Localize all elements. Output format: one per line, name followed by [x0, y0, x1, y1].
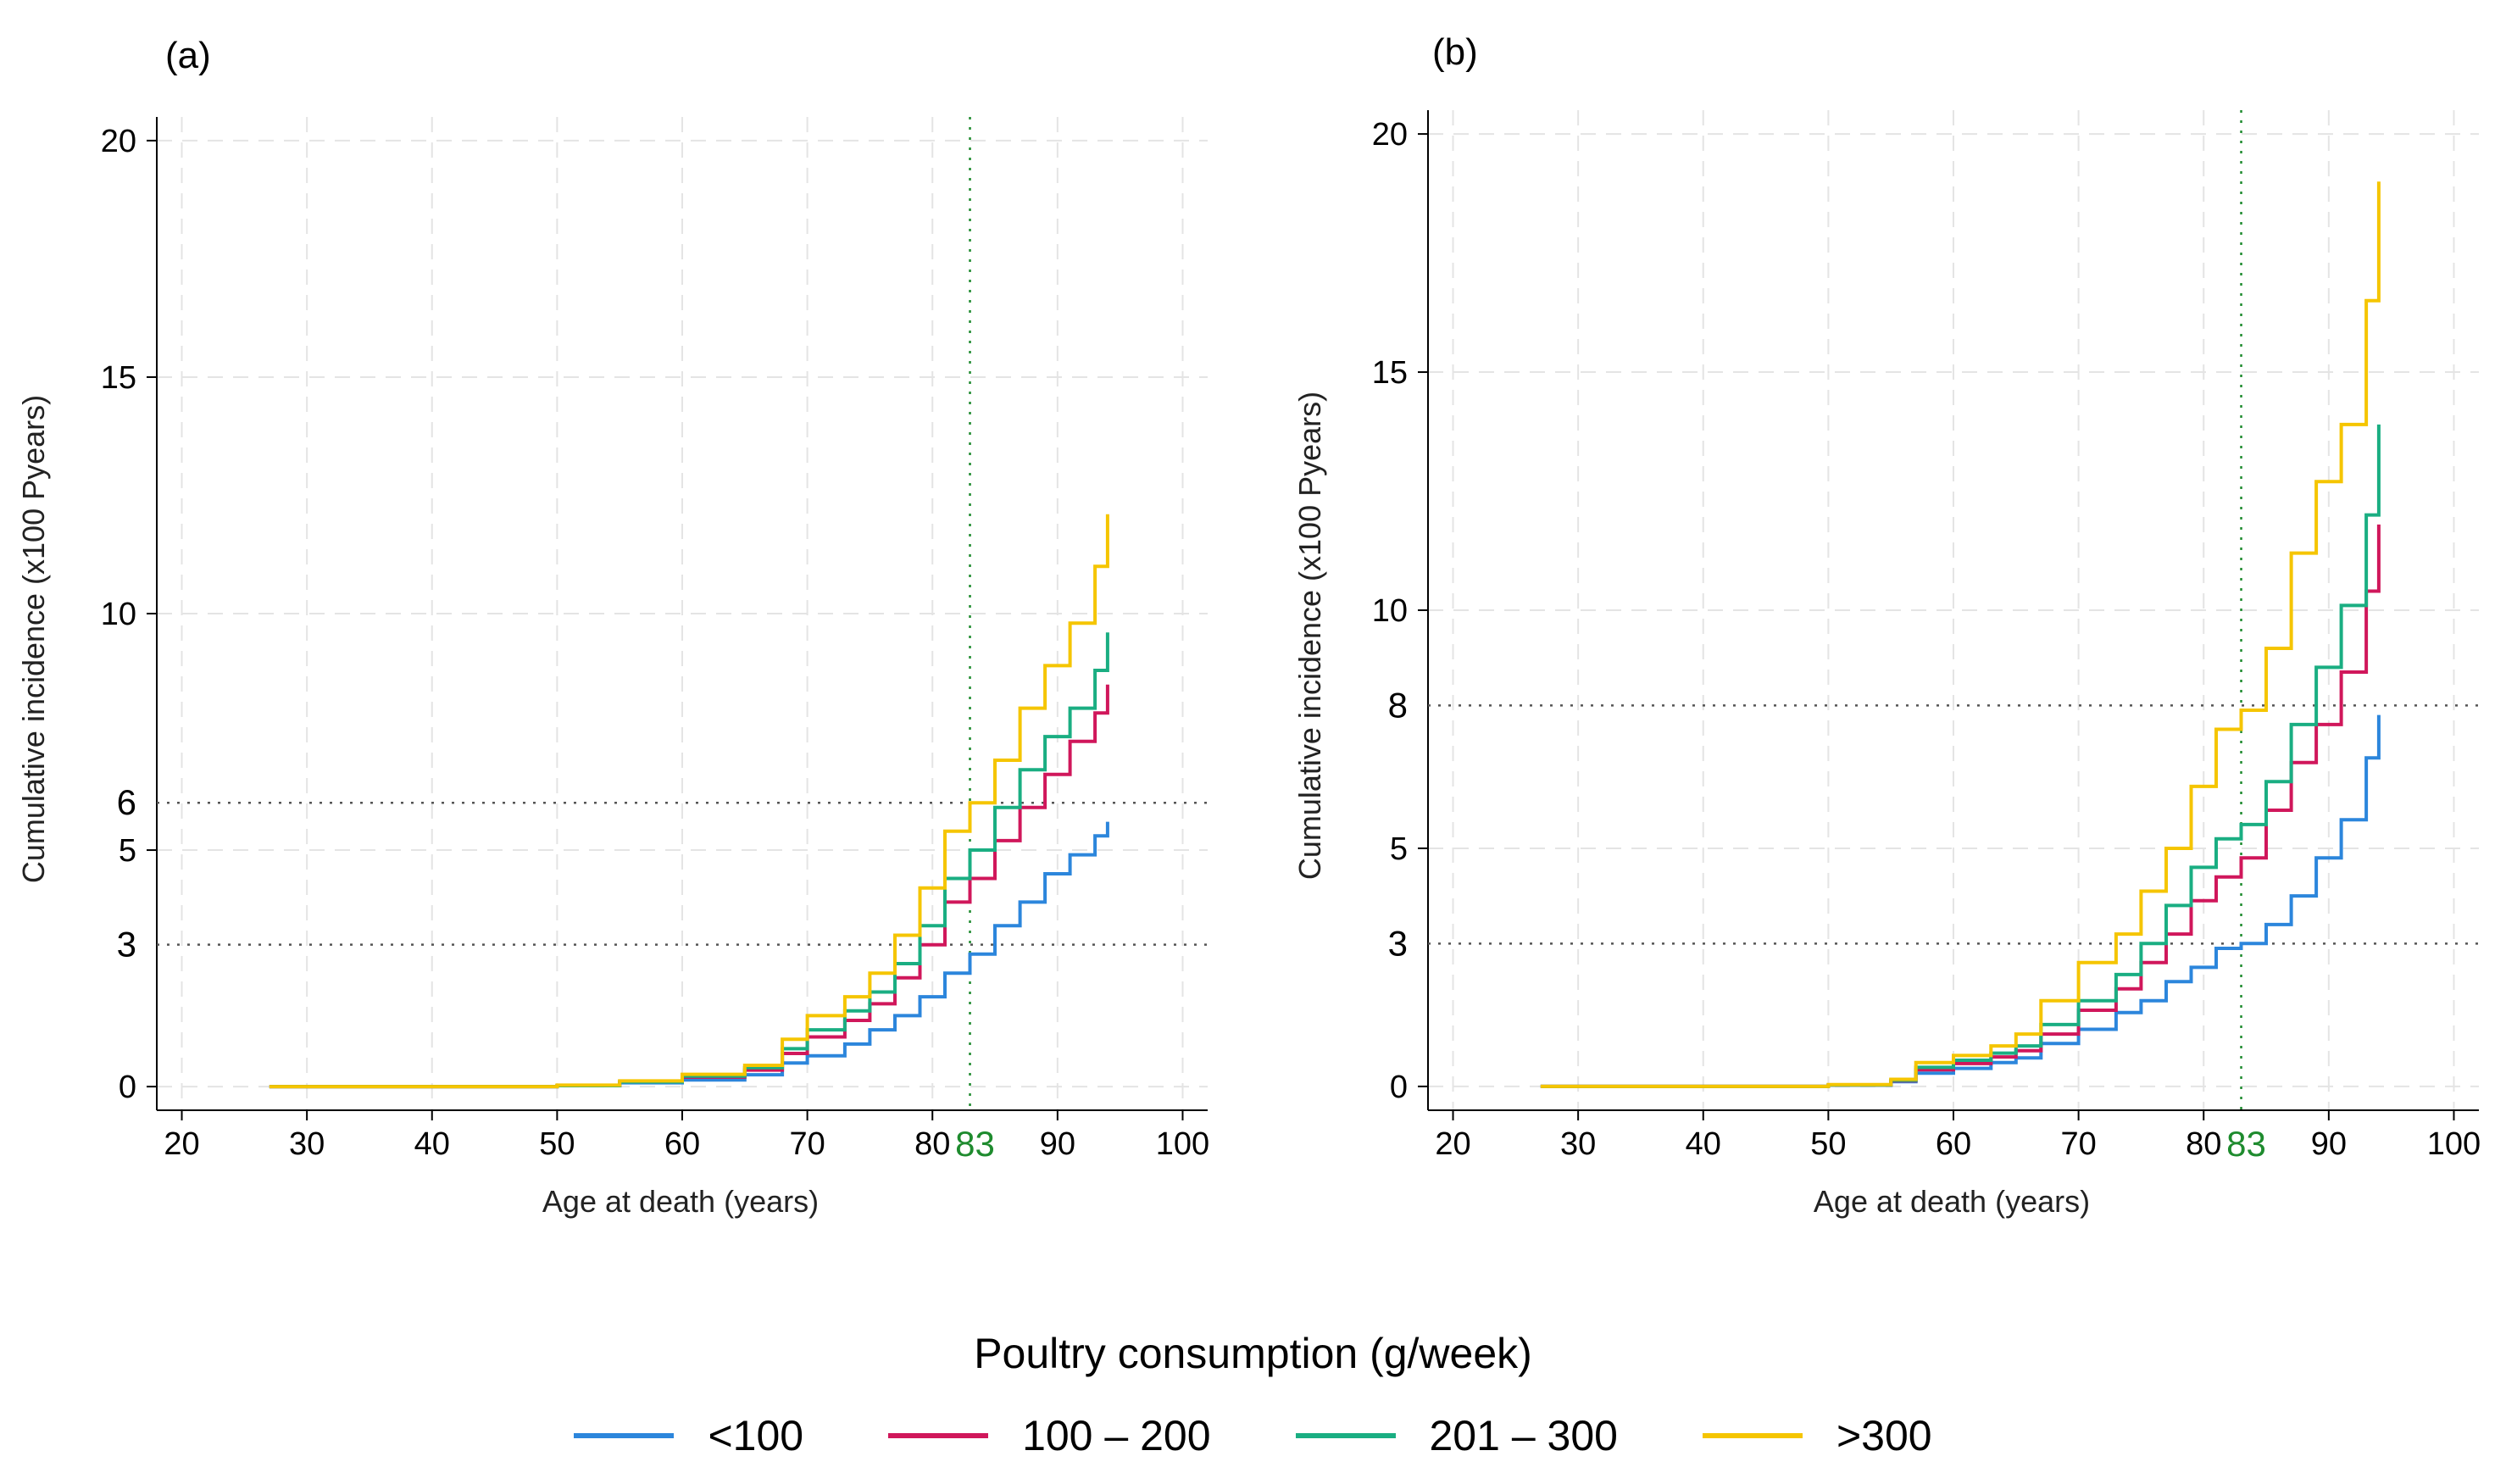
x-tick-label: 30 [289, 1126, 325, 1162]
series-line-a-gt300 [269, 514, 1109, 1089]
chart-panel-b: 20 30 40 50 60 70 80 90 100 0 5 10 15 20 3 8 83 (b) Age at… [1292, 31, 2481, 1219]
y-tick-label: 15 [101, 360, 136, 396]
series-line-b-gt300 [1540, 181, 2381, 1088]
x-tick-label: 70 [2060, 1126, 2096, 1162]
reference-label-x-83: 83 [955, 1124, 995, 1164]
legend-entry-lt100: <100 [574, 1411, 803, 1460]
x-tick-label: 50 [539, 1126, 575, 1162]
y-tick-label: 0 [119, 1070, 136, 1105]
x-tick-label: 30 [1560, 1126, 1596, 1162]
y-tick-label: 5 [1390, 831, 1408, 867]
y-tick-label: 15 [1372, 355, 1408, 391]
x-tick-label: 20 [1435, 1126, 1470, 1162]
x-axis-title-b: Age at death (years) [1814, 1184, 2090, 1219]
series-line-b-lt100 [1540, 714, 2381, 1088]
legend-entry-100-200: 100 – 200 [888, 1411, 1211, 1460]
chart-panel-a: 20 30 40 50 60 70 80 90 100 0 5 10 15 20 3 6 83 (a) Age at… [16, 35, 1209, 1219]
series-line-a-201-300 [269, 632, 1109, 1089]
y-tick-label: 10 [101, 597, 136, 632]
y-tick-label: 5 [119, 833, 136, 869]
legend-swatch-lt100 [574, 1433, 675, 1438]
series-line-a-lt100 [269, 821, 1109, 1089]
y-axis-title-b: Cumulative incidence (x100 Pyears) [1292, 392, 1327, 880]
x-tick-label: 70 [789, 1126, 825, 1162]
legend-swatch-gt300 [1702, 1433, 1803, 1438]
y-tick-label: 20 [1372, 117, 1408, 153]
series-line-b-201-300 [1540, 424, 2381, 1088]
legend-swatch-100-200 [888, 1433, 989, 1438]
x-tick-label: 80 [914, 1126, 950, 1162]
y-tick-label: 0 [1390, 1070, 1408, 1105]
y-tick-label: 20 [101, 124, 136, 159]
legend-swatch-201-300 [1295, 1433, 1396, 1438]
y-tick-label: 10 [1372, 593, 1408, 629]
legend-label-201-300: 201 – 300 [1429, 1412, 1618, 1459]
reference-label-y-8: 8 [1388, 685, 1408, 725]
x-tick-label: 100 [1156, 1126, 1209, 1162]
x-tick-label: 40 [1686, 1126, 1721, 1162]
x-tick-label: 100 [2427, 1126, 2481, 1162]
x-tick-label: 20 [164, 1126, 199, 1162]
legend-entry-201-300: 201 – 300 [1295, 1411, 1618, 1460]
panel-title-b: (b) [1432, 31, 1478, 73]
x-tick-label: 90 [1040, 1126, 1075, 1162]
legend: <100 100 – 200 201 – 300 >300 [0, 1411, 2506, 1460]
x-tick-label: 80 [2186, 1126, 2221, 1162]
x-tick-label: 60 [1936, 1126, 1971, 1162]
legend-entry-gt300: >300 [1702, 1411, 1932, 1460]
series-line-a-100-200 [269, 684, 1109, 1089]
x-axis-title-a: Age at death (years) [542, 1184, 819, 1219]
reference-label-x-83: 83 [2226, 1124, 2266, 1164]
legend-label-gt300: >300 [1836, 1412, 1932, 1459]
reference-label-y-6: 6 [117, 782, 136, 822]
reference-label-y-3: 3 [117, 925, 136, 964]
panel-title-a: (a) [165, 35, 211, 76]
series-line-b-100-200 [1540, 524, 2381, 1088]
reference-label-y-3: 3 [1388, 923, 1408, 963]
x-tick-label: 60 [664, 1126, 700, 1162]
x-tick-label: 50 [1810, 1126, 1846, 1162]
legend-label-lt100: <100 [708, 1412, 804, 1459]
x-tick-label: 40 [414, 1126, 450, 1162]
x-tick-label: 90 [2311, 1126, 2347, 1162]
legend-title: Poultry consumption (g/week) [974, 1330, 1532, 1377]
y-axis-title-a: Cumulative incidence (x100 Pyears) [16, 395, 51, 883]
legend-label-100-200: 100 – 200 [1022, 1412, 1211, 1459]
